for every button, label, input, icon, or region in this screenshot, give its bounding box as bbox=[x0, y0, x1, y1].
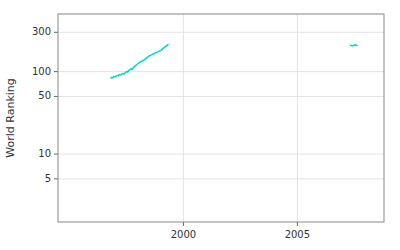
plot-frame bbox=[58, 14, 384, 222]
y-tick-label: 300 bbox=[32, 26, 51, 37]
y-tick-label: 10 bbox=[38, 148, 51, 159]
axes: 5 10 50 100 300 2000 2005 bbox=[32, 26, 310, 240]
y-grid-line bbox=[58, 71, 384, 72]
y-tick bbox=[54, 32, 58, 33]
y-tick bbox=[54, 154, 58, 155]
x-tick-label: 2000 bbox=[171, 229, 196, 240]
chart-container: 5 10 50 100 300 2000 2005 World Ranking bbox=[0, 0, 400, 250]
chart: 5 10 50 100 300 2000 2005 World Ranking bbox=[0, 0, 400, 250]
x-grid-line bbox=[183, 14, 184, 222]
y-tick bbox=[54, 178, 58, 179]
y-tick-label: 50 bbox=[38, 90, 51, 101]
y-tick-label: 100 bbox=[32, 66, 51, 77]
y-grid-line bbox=[58, 96, 384, 97]
y-grid-line bbox=[58, 32, 384, 33]
grid bbox=[58, 14, 384, 222]
y-grid-line bbox=[58, 154, 384, 155]
y-tick bbox=[54, 71, 58, 72]
data bbox=[110, 44, 357, 78]
line bbox=[110, 44, 168, 78]
x-tick-label: 2005 bbox=[285, 229, 310, 240]
y-tick bbox=[54, 96, 58, 97]
x-tick bbox=[297, 222, 298, 226]
x-tick bbox=[183, 222, 184, 226]
y-axis-label: World Ranking bbox=[4, 78, 17, 158]
y-tick-label: 5 bbox=[45, 173, 51, 184]
y-grid-line bbox=[58, 178, 384, 179]
line bbox=[350, 45, 358, 46]
x-grid-line bbox=[297, 14, 298, 222]
plot-area bbox=[58, 14, 384, 222]
